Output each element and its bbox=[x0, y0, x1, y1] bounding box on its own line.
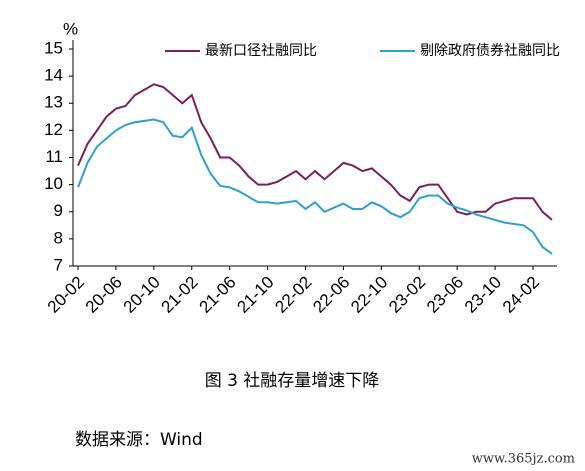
y-tick-label: 8 bbox=[54, 228, 63, 247]
y-tick-label: 15 bbox=[44, 38, 63, 57]
series-line bbox=[77, 118, 553, 255]
x-tick-label: 21-02 bbox=[158, 273, 202, 317]
x-tick-label: 22-06 bbox=[309, 273, 353, 317]
legend-label: 最新口径社融同比 bbox=[205, 43, 317, 59]
y-tick-label: 12 bbox=[44, 120, 63, 139]
y-tick-label: 14 bbox=[44, 66, 63, 85]
x-tick-label: 23-10 bbox=[461, 273, 505, 317]
x-tick-label: 23-02 bbox=[385, 273, 429, 317]
y-tick-label: 13 bbox=[44, 93, 63, 112]
x-tick-label: 24-02 bbox=[499, 273, 543, 317]
legend-label: 剔除政府债券社融同比 bbox=[420, 43, 560, 59]
y-tick-label: 10 bbox=[44, 174, 63, 193]
y-tick-label: 7 bbox=[54, 255, 63, 274]
x-tick-label: 21-06 bbox=[195, 273, 239, 317]
watermark: www.365jz.com bbox=[472, 452, 575, 467]
y-tick-label: 9 bbox=[54, 201, 63, 220]
x-tick-label: 20-06 bbox=[82, 273, 126, 317]
caption: 图 3 社融存量增速下降 bbox=[205, 371, 380, 391]
y-unit: % bbox=[63, 19, 78, 38]
y-tick-label: 11 bbox=[45, 147, 63, 166]
source: 数据来源：Wind bbox=[75, 430, 203, 450]
x-tick-label: 20-10 bbox=[120, 273, 164, 317]
x-tick-label: 22-02 bbox=[271, 273, 315, 317]
x-tick-label: 21-10 bbox=[233, 273, 277, 317]
x-tick-label: 22-10 bbox=[347, 273, 391, 317]
series-line bbox=[77, 83, 553, 221]
x-tick-label: 20-02 bbox=[44, 273, 88, 317]
x-tick-label: 23-06 bbox=[423, 273, 467, 317]
